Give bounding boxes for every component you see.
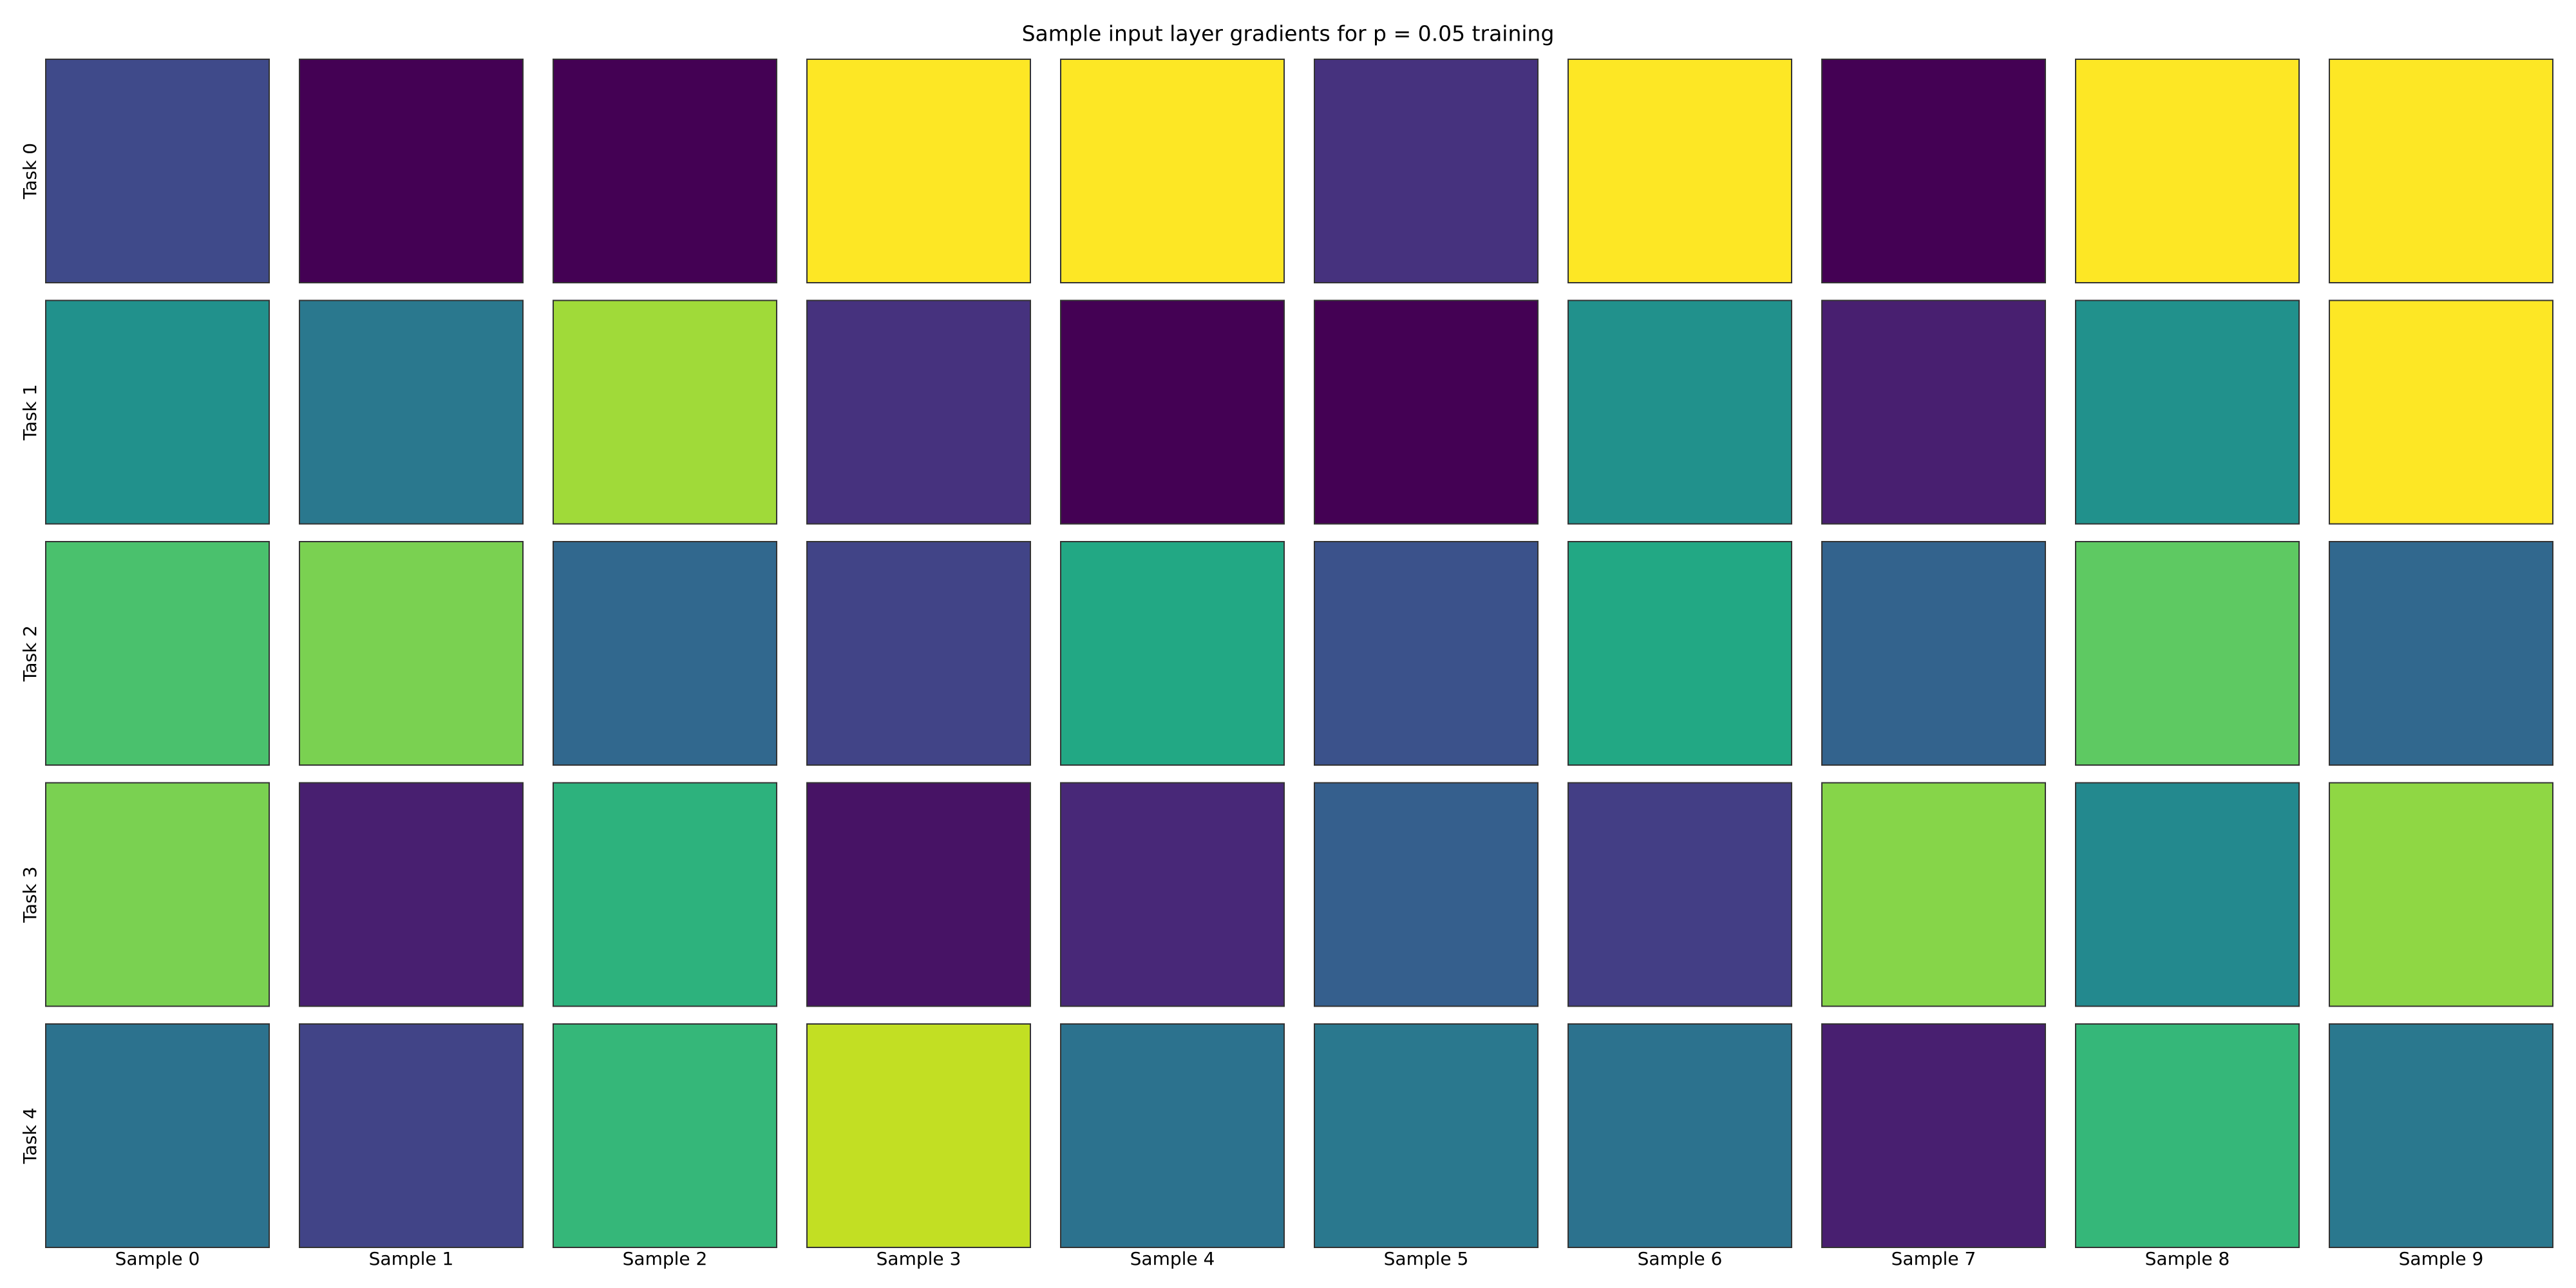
row-label: Task 2 [19, 625, 41, 682]
gradient-image [2329, 782, 2553, 1007]
gradient-image [806, 299, 1031, 525]
gradient-image [1060, 1023, 1285, 1248]
gradient-image [1567, 541, 1792, 766]
gradient-image [1314, 541, 1539, 766]
gradient-image [2075, 59, 2300, 283]
gradient-image [1821, 541, 2046, 766]
gradient-image [1567, 299, 1792, 525]
column-label: Sample 3 [876, 1248, 961, 1269]
gradient-image [45, 299, 270, 525]
gradient-image [1821, 782, 2046, 1007]
column-label: Sample 6 [1638, 1248, 1723, 1269]
gradient-image [2075, 541, 2300, 766]
gradient-image [553, 1023, 777, 1248]
gradient-image [299, 541, 524, 766]
column-label: Sample 8 [2145, 1248, 2230, 1269]
gradient-image [2075, 782, 2300, 1007]
gradient-image [553, 782, 777, 1007]
gradient-image [2329, 1023, 2553, 1248]
row-label: Task 4 [19, 1108, 41, 1164]
gradient-image [1567, 59, 1792, 283]
gradient-image [553, 299, 777, 525]
column-label: Sample 5 [1384, 1248, 1469, 1269]
gradient-image [806, 1023, 1031, 1248]
gradient-image [1821, 299, 2046, 525]
column-label: Sample 1 [369, 1248, 454, 1269]
gradient-image [1567, 782, 1792, 1007]
gradient-image [1060, 59, 1285, 283]
gradient-image [1060, 782, 1285, 1007]
row-label: Task 1 [19, 384, 41, 440]
gradient-image [2329, 541, 2553, 766]
gradient-image [806, 782, 1031, 1007]
gradient-image [806, 59, 1031, 283]
gradient-image [1567, 1023, 1792, 1248]
gradient-image [1821, 59, 2046, 283]
gradient-image [806, 541, 1031, 766]
gradient-image [2075, 1023, 2300, 1248]
column-label: Sample 7 [1891, 1248, 1976, 1269]
row-label: Task 0 [19, 143, 41, 200]
gradient-image [299, 59, 524, 283]
column-label: Sample 9 [2399, 1248, 2484, 1269]
gradient-image [299, 1023, 524, 1248]
gradient-image [45, 782, 270, 1007]
gradient-image [1314, 59, 1539, 283]
gradient-image [1314, 782, 1539, 1007]
gradient-image [299, 299, 524, 525]
gradient-image [2329, 299, 2553, 525]
gradient-image [45, 1023, 270, 1248]
gradient-image [45, 541, 270, 766]
gradient-image [1060, 299, 1285, 525]
column-label: Sample 2 [623, 1248, 708, 1269]
row-label: Task 3 [19, 866, 41, 923]
gradient-image [2075, 299, 2300, 525]
gradient-image [1060, 541, 1285, 766]
column-label: Sample 4 [1130, 1248, 1215, 1269]
gradient-image [2329, 59, 2553, 283]
gradient-image [45, 59, 270, 283]
gradient-image [553, 59, 777, 283]
column-label: Sample 0 [115, 1248, 200, 1269]
gradient-image [299, 782, 524, 1007]
gradient-image [553, 541, 777, 766]
gradient-image [1821, 1023, 2046, 1248]
gradient-image [1314, 299, 1539, 525]
gradient-image [1314, 1023, 1539, 1248]
figure-title: Sample input layer gradients for p = 0.0… [1022, 21, 1555, 46]
